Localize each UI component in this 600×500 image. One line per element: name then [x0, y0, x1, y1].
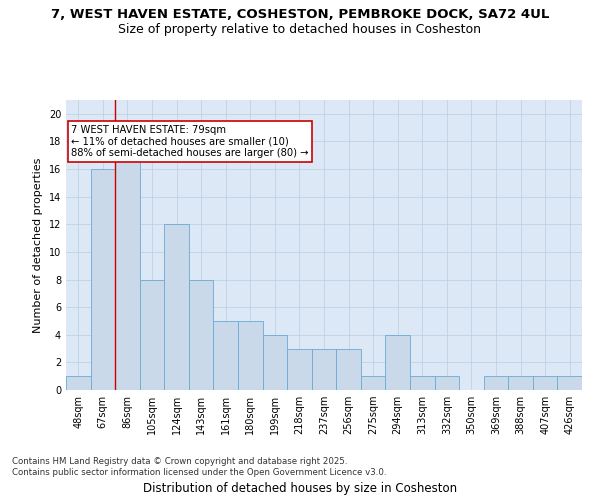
Bar: [91, 169, 115, 390]
Bar: [238, 321, 263, 390]
Bar: [115, 155, 140, 390]
Bar: [508, 376, 533, 390]
Bar: [557, 376, 582, 390]
Bar: [410, 376, 434, 390]
Text: 7, WEST HAVEN ESTATE, COSHESTON, PEMBROKE DOCK, SA72 4UL: 7, WEST HAVEN ESTATE, COSHESTON, PEMBROK…: [51, 8, 549, 20]
Bar: [336, 348, 361, 390]
Bar: [484, 376, 508, 390]
Bar: [434, 376, 459, 390]
Text: Contains HM Land Registry data © Crown copyright and database right 2025.
Contai: Contains HM Land Registry data © Crown c…: [12, 458, 386, 477]
Bar: [361, 376, 385, 390]
Bar: [164, 224, 189, 390]
Bar: [66, 376, 91, 390]
Bar: [189, 280, 214, 390]
Bar: [214, 321, 238, 390]
Bar: [287, 348, 312, 390]
Bar: [533, 376, 557, 390]
Text: Distribution of detached houses by size in Cosheston: Distribution of detached houses by size …: [143, 482, 457, 495]
Bar: [140, 280, 164, 390]
Bar: [263, 335, 287, 390]
Text: 7 WEST HAVEN ESTATE: 79sqm
← 11% of detached houses are smaller (10)
88% of semi: 7 WEST HAVEN ESTATE: 79sqm ← 11% of deta…: [71, 125, 308, 158]
Y-axis label: Number of detached properties: Number of detached properties: [33, 158, 43, 332]
Text: Size of property relative to detached houses in Cosheston: Size of property relative to detached ho…: [119, 22, 482, 36]
Bar: [385, 335, 410, 390]
Bar: [312, 348, 336, 390]
